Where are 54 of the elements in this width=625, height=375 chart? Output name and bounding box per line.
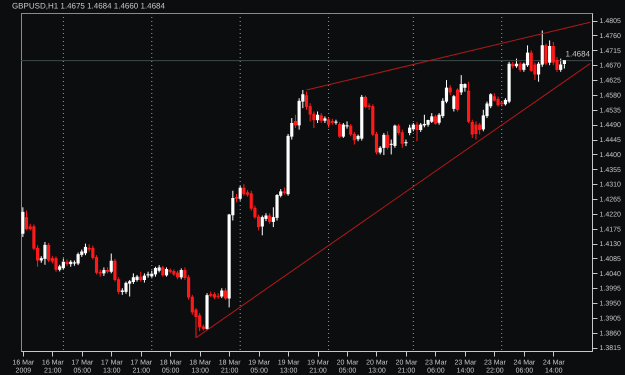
candlestick bbox=[224, 288, 228, 300]
candlestick bbox=[327, 116, 330, 128]
candlestick bbox=[142, 272, 146, 284]
candlestick bbox=[408, 124, 412, 136]
candlestick bbox=[62, 258, 65, 271]
candlestick bbox=[164, 266, 168, 278]
candlestick bbox=[393, 124, 396, 148]
candlestick bbox=[478, 122, 482, 136]
candlestick bbox=[342, 122, 345, 138]
candlestick bbox=[514, 58, 518, 68]
candlestick bbox=[24, 210, 28, 231]
candlestick bbox=[548, 40, 552, 66]
candlestick bbox=[338, 122, 342, 138]
candlestick bbox=[544, 43, 548, 66]
candlestick bbox=[139, 271, 142, 282]
candlestick bbox=[559, 58, 562, 72]
candlestick bbox=[452, 94, 456, 112]
candlestick bbox=[110, 253, 113, 274]
candlestick bbox=[238, 185, 242, 202]
candlestick bbox=[382, 132, 386, 156]
candlestick bbox=[298, 98, 301, 130]
candlestick bbox=[161, 265, 164, 278]
candlestick bbox=[220, 288, 224, 299]
candlestick bbox=[294, 114, 298, 128]
candlestick bbox=[43, 241, 47, 266]
candlestick bbox=[474, 120, 478, 140]
candlestick bbox=[84, 243, 88, 256]
candlestick bbox=[430, 112, 434, 124]
candlestick bbox=[54, 256, 58, 272]
candlestick bbox=[132, 272, 135, 284]
candlestick bbox=[448, 84, 452, 96]
candlestick bbox=[518, 61, 522, 72]
candlestick bbox=[216, 292, 220, 300]
candlestick bbox=[180, 268, 183, 280]
candlestick bbox=[21, 206, 24, 238]
candlestick bbox=[415, 122, 419, 142]
candlestick bbox=[260, 215, 264, 236]
candlestick bbox=[320, 112, 323, 124]
candlestick bbox=[496, 96, 500, 108]
candlestick bbox=[76, 252, 80, 266]
candlestick bbox=[460, 74, 463, 96]
candlestick bbox=[364, 95, 368, 109]
candlestick bbox=[242, 184, 246, 196]
candlestick bbox=[422, 114, 426, 128]
candlestick bbox=[124, 281, 128, 294]
candlestick bbox=[386, 130, 390, 150]
candlestick bbox=[154, 266, 158, 278]
chart-title: GBPUSD,H1 1.4675 1.4684 1.4660 1.4684 bbox=[12, 2, 166, 10]
candlestick bbox=[316, 110, 320, 124]
candlestick bbox=[47, 242, 50, 263]
candlestick bbox=[268, 212, 272, 224]
candlestick bbox=[456, 88, 460, 112]
ref-line-label: 1.4684 bbox=[566, 50, 591, 59]
candlestick bbox=[434, 114, 438, 126]
